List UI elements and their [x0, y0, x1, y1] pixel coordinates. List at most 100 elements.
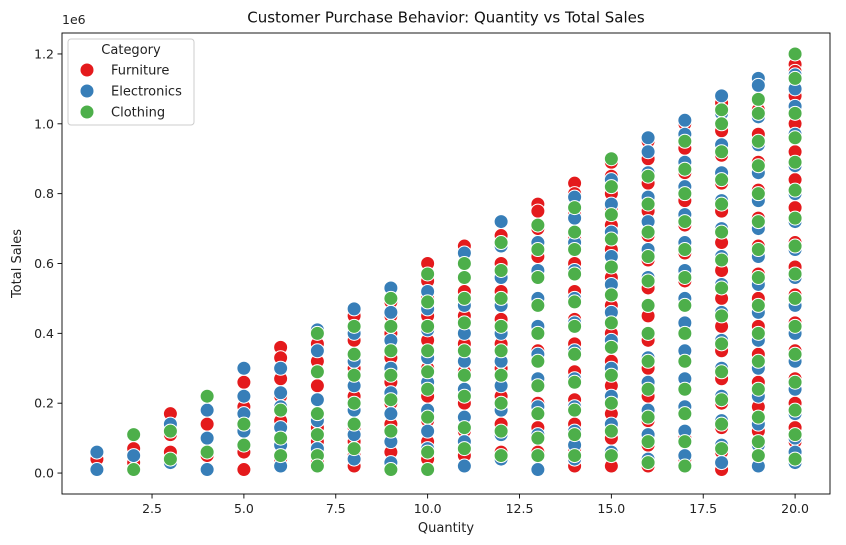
point-clothing-35: [420, 381, 436, 397]
point-clothing-108: [677, 297, 693, 313]
point-clothing-16: [309, 458, 325, 474]
series-clothing: [126, 46, 803, 478]
point-clothing-28: [383, 423, 399, 439]
point-clothing-146: [787, 105, 803, 121]
point-clothing-149: [787, 182, 803, 198]
point-clothing-96: [640, 325, 656, 341]
point-clothing-6: [236, 416, 252, 432]
x-tick-label: 2.5: [142, 501, 162, 516]
point-clothing-113: [677, 434, 693, 450]
point-clothing-109: [677, 325, 693, 341]
point-clothing-49: [493, 262, 509, 278]
point-electronics-37: [383, 406, 399, 422]
point-electronics-13: [273, 360, 289, 376]
point-clothing-100: [640, 434, 656, 450]
point-clothing-54: [493, 395, 509, 411]
point-clothing-133: [750, 186, 766, 202]
series-furniture: [89, 56, 803, 478]
point-clothing-138: [750, 325, 766, 341]
point-clothing-0: [126, 427, 142, 443]
point-clothing-65: [530, 430, 546, 446]
point-clothing-142: [750, 434, 766, 450]
point-clothing-135: [750, 242, 766, 258]
point-clothing-140: [750, 381, 766, 397]
point-electronics-2: [126, 448, 142, 464]
point-clothing-63: [530, 378, 546, 394]
point-clothing-70: [567, 266, 583, 282]
point-electronics-1: [89, 462, 105, 478]
legend-title: Category: [101, 43, 161, 58]
point-clothing-125: [714, 364, 730, 380]
point-clothing-21: [346, 416, 362, 432]
point-clothing-123: [714, 308, 730, 324]
point-clothing-51: [493, 318, 509, 334]
point-clothing-127: [714, 416, 730, 432]
x-tick-label: 20.0: [781, 501, 809, 516]
point-clothing-150: [787, 210, 803, 226]
point-clothing-154: [787, 318, 803, 334]
point-clothing-42: [456, 315, 472, 331]
legend-box: [67, 38, 195, 126]
point-clothing-23: [383, 290, 399, 306]
point-clothing-8: [273, 402, 289, 418]
y-axis-label: Total Sales: [10, 229, 25, 299]
point-clothing-12: [309, 364, 325, 380]
point-clothing-111: [677, 381, 693, 397]
legend-label-electronics: Electronics: [111, 85, 182, 100]
point-clothing-95: [640, 297, 656, 313]
point-clothing-34: [420, 364, 436, 380]
point-clothing-36: [420, 409, 436, 425]
legend-marker-furniture: [79, 62, 95, 78]
point-electronics-14: [273, 385, 289, 401]
point-clothing-122: [714, 280, 730, 296]
point-clothing-68: [567, 224, 583, 240]
y-tick-label: 0.4: [34, 326, 54, 341]
y-tick-label: 0.0: [34, 466, 54, 481]
point-clothing-105: [677, 214, 693, 230]
point-clothing-48: [493, 235, 509, 251]
point-electronics-20: [309, 343, 325, 359]
point-clothing-53: [493, 367, 509, 383]
point-clothing-45: [456, 388, 472, 404]
point-electronics-10: [236, 388, 252, 404]
point-clothing-77: [567, 448, 583, 464]
point-clothing-144: [787, 46, 803, 62]
point-electronics-75: [530, 462, 546, 478]
point-clothing-26: [383, 367, 399, 383]
point-clothing-134: [750, 214, 766, 230]
point-clothing-32: [420, 318, 436, 334]
point-clothing-13: [309, 406, 325, 422]
point-clothing-121: [714, 252, 730, 268]
y-axis-offset-label: 1e6: [62, 12, 86, 27]
point-clothing-94: [640, 273, 656, 289]
point-electronics-141: [714, 455, 730, 471]
y-tick-label: 0.6: [34, 256, 54, 271]
legend-marker-electronics: [79, 83, 95, 99]
point-clothing-24: [383, 318, 399, 334]
point-clothing-79: [603, 179, 619, 195]
point-clothing-1: [126, 462, 142, 478]
point-clothing-55: [493, 423, 509, 439]
point-clothing-62: [530, 353, 546, 369]
point-clothing-3: [162, 451, 178, 467]
point-clothing-58: [530, 242, 546, 258]
point-clothing-118: [714, 172, 730, 188]
point-clothing-152: [787, 266, 803, 282]
point-clothing-86: [603, 367, 619, 383]
point-clothing-25: [383, 343, 399, 359]
point-clothing-40: [456, 269, 472, 285]
x-tick-label: 15.0: [597, 501, 625, 516]
point-electronics-143: [750, 77, 766, 93]
point-clothing-151: [787, 238, 803, 254]
y-tick-label: 0.2: [34, 396, 54, 411]
legend: Category Furniture Electronics Clothing: [67, 38, 195, 126]
point-clothing-37: [420, 444, 436, 460]
point-clothing-74: [567, 374, 583, 390]
point-furniture-20: [309, 378, 325, 394]
series-electronics: [89, 67, 803, 478]
point-electronics-99: [640, 130, 656, 146]
point-furniture-69: [530, 203, 546, 219]
point-clothing-14: [309, 427, 325, 443]
point-clothing-22: [346, 441, 362, 457]
y-axis: 0.0 0.2 0.4 0.6 0.8 1.0 1.2: [34, 46, 62, 481]
